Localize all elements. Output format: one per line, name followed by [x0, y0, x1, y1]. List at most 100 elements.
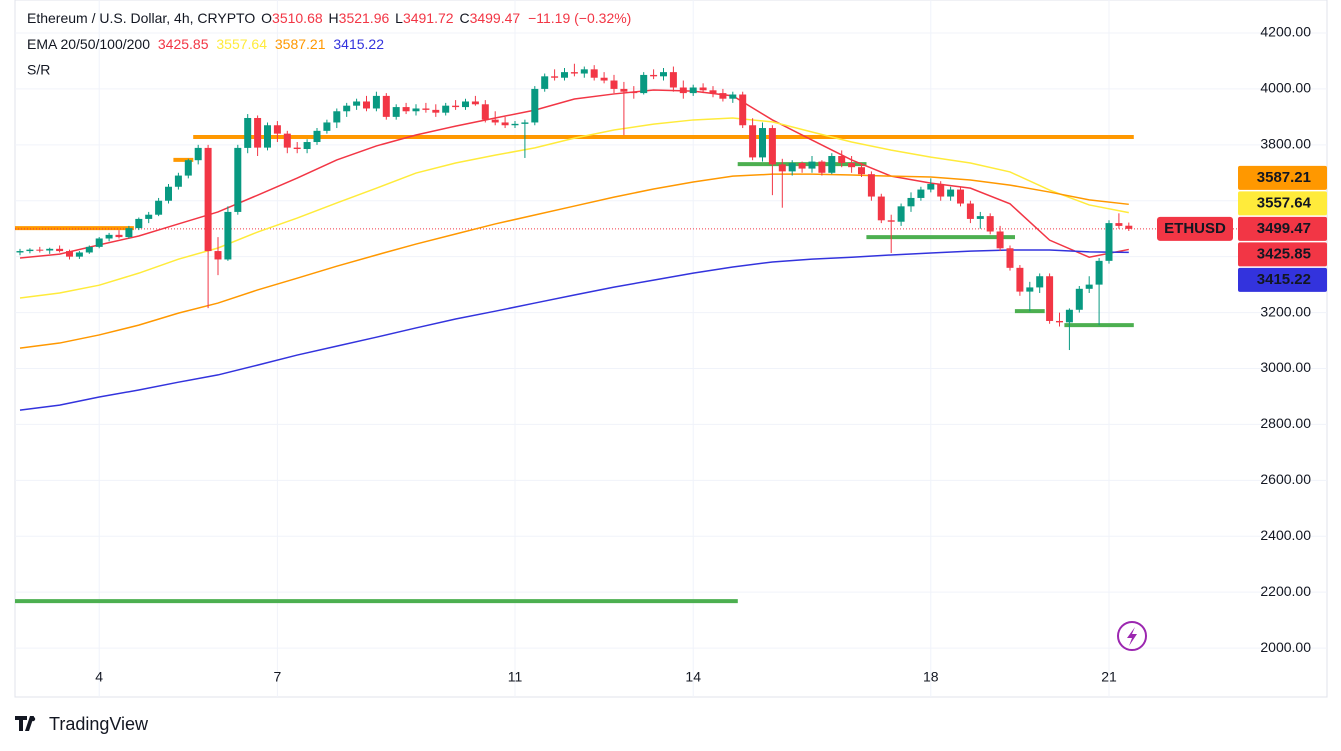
- candle-body: [1026, 287, 1034, 292]
- candle-body: [174, 175, 182, 187]
- candle-body: [303, 142, 311, 150]
- y-tick-label: 2600.00: [1260, 471, 1311, 487]
- candle-body: [976, 216, 984, 219]
- candle-body: [372, 95, 380, 109]
- candle-body: [432, 109, 440, 113]
- candle-body: [442, 105, 450, 113]
- legend-label: EMA 20/50/100/200: [27, 36, 150, 52]
- ohlc-letter: O: [261, 10, 272, 26]
- candle-body: [56, 248, 64, 252]
- candle-body: [650, 74, 658, 77]
- candle-body: [590, 69, 598, 78]
- candle-body: [778, 164, 786, 172]
- x-tick-label: 14: [685, 669, 701, 685]
- candle-body: [848, 162, 856, 168]
- candle-body: [887, 220, 895, 222]
- candle-body: [669, 72, 677, 88]
- symbol: Ethereum / U.S. Dollar, 4h, CRYPTO: [27, 10, 255, 26]
- price-tag: 3425.85: [1257, 245, 1311, 262]
- ohlc-value: 3510.68: [272, 10, 323, 26]
- candle-body: [1036, 276, 1044, 288]
- candle-body: [749, 125, 757, 158]
- candle-body: [105, 234, 113, 239]
- candle-body: [768, 128, 776, 165]
- candle-body: [917, 189, 925, 198]
- candle-body: [838, 156, 846, 163]
- candle-body: [1006, 248, 1014, 268]
- candle-body: [1095, 260, 1103, 285]
- candle-body: [719, 93, 727, 99]
- grid: [15, 0, 1327, 697]
- candle-body: [709, 90, 717, 94]
- y-tick-label: 3200.00: [1260, 303, 1311, 319]
- logo-mark: [15, 716, 34, 731]
- legend-value: 3557.64: [216, 36, 267, 52]
- chart-frame: [14, 0, 1328, 698]
- candle-body: [897, 206, 905, 222]
- candle-body: [640, 74, 648, 94]
- candle-body: [95, 238, 103, 247]
- ema-line: [19, 117, 1129, 299]
- candle-body: [927, 183, 935, 190]
- candle-body: [204, 147, 212, 252]
- price-tag-bg: [1238, 267, 1327, 292]
- candle-body: [580, 69, 588, 74]
- candle-body: [1056, 320, 1063, 323]
- price-tag: 3587.21: [1257, 169, 1311, 186]
- candle-body: [877, 196, 885, 221]
- ohlc-value: 3491.72: [403, 10, 454, 26]
- candle-body: [115, 234, 123, 238]
- candle-body: [1016, 267, 1024, 292]
- candle-body: [452, 105, 460, 108]
- candle-body: [402, 107, 410, 112]
- candle-body: [481, 104, 489, 120]
- candle-body: [244, 117, 252, 148]
- header-ohlc: Ethereum / U.S. Dollar, 4h, CRYPTO O3510…: [27, 10, 631, 26]
- ema-legend: EMA 20/50/100/200 3425.85 3557.64 3587.2…: [27, 36, 384, 52]
- candle-body: [283, 133, 291, 148]
- candle-body: [798, 162, 806, 169]
- candle-body: [422, 108, 430, 110]
- candle-body: [46, 248, 54, 251]
- candle-body: [788, 162, 796, 172]
- y-tick-label: 2000.00: [1260, 639, 1311, 655]
- candle-body: [491, 119, 499, 123]
- ohlc-value: 3521.96: [339, 10, 390, 26]
- x-tick-label: 11: [508, 669, 523, 685]
- candle-body: [828, 156, 836, 173]
- candle-body: [194, 147, 202, 161]
- candle-body: [462, 101, 469, 108]
- replay-icon[interactable]: [1117, 621, 1147, 651]
- x-tick-label: 7: [274, 669, 282, 685]
- candle-body: [26, 249, 34, 252]
- candle-body: [986, 216, 994, 232]
- candle-body: [867, 174, 875, 197]
- candle-body: [1125, 225, 1133, 229]
- candle-body: [521, 122, 529, 124]
- candle-body: [947, 189, 955, 197]
- candle-body: [323, 122, 331, 131]
- price-tag: 3499.47: [1257, 220, 1311, 237]
- candle-body: [313, 130, 321, 143]
- ema-line: [19, 173, 1129, 349]
- candle-body: [1105, 223, 1113, 261]
- candle-body: [293, 147, 301, 150]
- candle-body: [620, 88, 628, 92]
- candle-body: [75, 252, 83, 257]
- candle-body: [1085, 284, 1093, 289]
- ohlc-value: 3499.47: [470, 10, 521, 26]
- candle-body: [471, 101, 479, 105]
- candle-body: [561, 72, 568, 78]
- price-tag-bg: [1238, 191, 1327, 216]
- candle-body: [214, 251, 222, 260]
- candle-body: [679, 87, 687, 94]
- legend-value: 3415.22: [333, 36, 384, 52]
- change: −11.19: [528, 10, 570, 26]
- candle-body: [1075, 288, 1083, 310]
- candle-body: [343, 105, 351, 112]
- candle-body: [155, 200, 163, 215]
- icon-bolt: [1127, 627, 1137, 646]
- price-tag: 3415.22: [1257, 271, 1311, 288]
- logo[interactable]: TradingView: [15, 714, 149, 734]
